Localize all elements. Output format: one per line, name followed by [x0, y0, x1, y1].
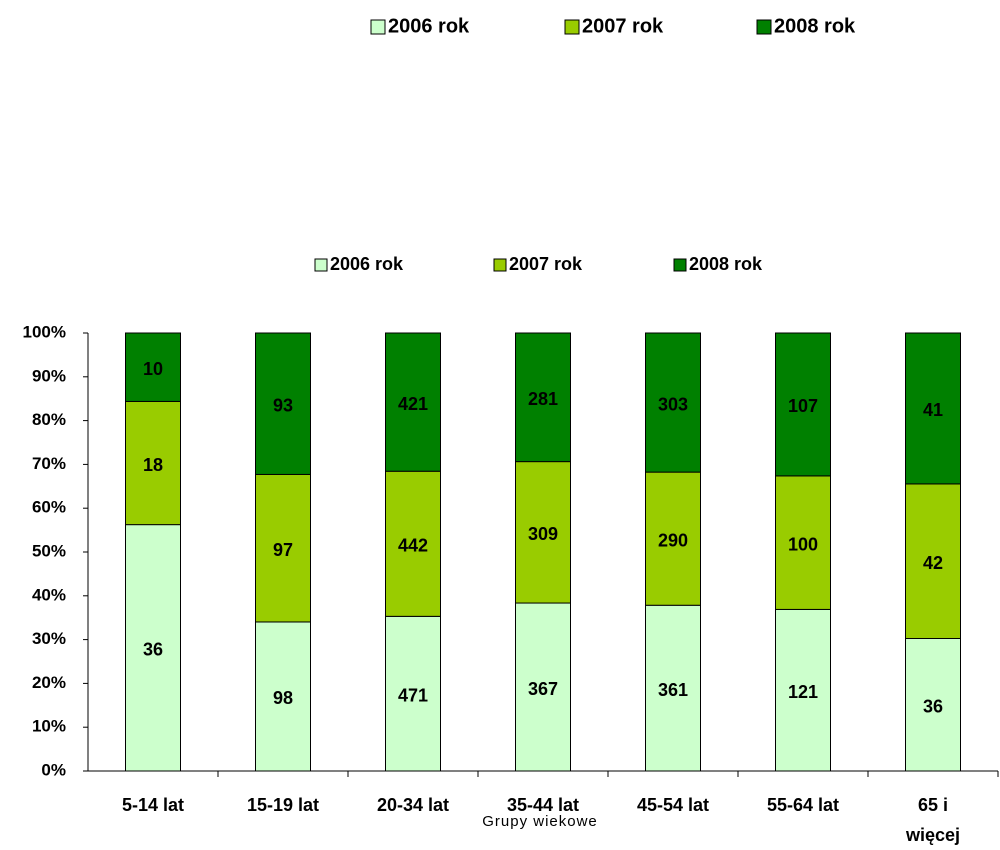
bar-segment	[645, 471, 701, 606]
legend-swatch	[673, 258, 687, 272]
data-label: 107	[788, 396, 818, 416]
x-tick-label: 15-19 lat	[247, 795, 319, 815]
data-label: 41	[923, 400, 943, 420]
bar-segment	[385, 470, 441, 617]
header-legend-swatch	[370, 19, 386, 35]
legend-swatch	[314, 258, 328, 272]
y-tick-label: 80%	[32, 410, 66, 429]
bar-segment	[255, 332, 311, 475]
x-tick-label: 20-34 lat	[377, 795, 449, 815]
bar-segment	[125, 524, 181, 772]
data-label: 42	[923, 553, 943, 573]
y-tick-label: 50%	[32, 541, 66, 560]
data-label: 93	[273, 395, 293, 415]
data-label: 442	[398, 536, 428, 556]
header-legend-label: 2007 rok	[582, 15, 664, 37]
data-label: 281	[528, 389, 558, 409]
y-tick-label: 0%	[41, 760, 66, 779]
data-label: 97	[273, 540, 293, 560]
header-legend-swatch	[756, 19, 772, 35]
data-label: 98	[273, 688, 293, 708]
data-label: 309	[528, 524, 558, 544]
data-label: 36	[923, 696, 943, 716]
bar-segment	[515, 332, 571, 463]
x-axis-label: Grupy wiekowe	[482, 813, 598, 830]
x-tick-label: 45-54 lat	[637, 795, 709, 815]
header-legend-swatch	[564, 19, 580, 35]
header-legend-label: 2006 rok	[388, 15, 470, 37]
bar-segment	[125, 400, 181, 526]
bar-segment	[905, 637, 961, 772]
y-tick-label: 70%	[32, 454, 66, 473]
legend-swatch	[493, 258, 507, 272]
bar-segment	[255, 621, 311, 772]
data-label: 10	[143, 359, 163, 379]
x-tick-label: 65 i więcej	[905, 795, 960, 845]
bar-segment	[645, 332, 701, 473]
legend-label: 2006 rok	[330, 254, 404, 274]
bar-segment	[775, 332, 831, 477]
legend-label: 2007 rok	[509, 254, 583, 274]
bar-segment	[125, 332, 181, 402]
data-label: 100	[788, 534, 818, 554]
bar-segment	[905, 483, 961, 639]
data-label: 421	[398, 394, 428, 414]
legend-label: 2008 rok	[689, 254, 763, 274]
data-label: 36	[143, 640, 163, 660]
bar-segment	[255, 473, 311, 623]
y-tick-label: 60%	[32, 498, 66, 517]
x-tick-label: 5-14 lat	[122, 795, 184, 815]
bar-segment	[515, 602, 571, 772]
y-tick-label: 20%	[32, 673, 66, 692]
y-tick-label: 90%	[32, 366, 66, 385]
x-tick-label: 55-64 lat	[767, 795, 839, 815]
data-label: 290	[658, 530, 688, 550]
y-tick-label: 30%	[32, 629, 66, 648]
data-label: 18	[143, 455, 163, 475]
data-label: 367	[528, 679, 558, 699]
data-label: 121	[788, 682, 818, 702]
y-tick-label: 10%	[32, 717, 66, 736]
data-label: 471	[398, 685, 428, 705]
data-label: 361	[658, 680, 688, 700]
x-tick-label: 35-44 lat	[507, 795, 579, 815]
bar-segment	[905, 332, 961, 485]
bar-segment	[775, 608, 831, 772]
y-tick-label: 100%	[23, 322, 66, 341]
bar-segment	[645, 604, 701, 772]
bar-segment	[775, 475, 831, 610]
header-legend-label: 2008 rok	[774, 15, 856, 37]
data-label: 303	[658, 394, 688, 414]
bar-segment	[385, 332, 441, 472]
y-tick-label: 40%	[32, 585, 66, 604]
